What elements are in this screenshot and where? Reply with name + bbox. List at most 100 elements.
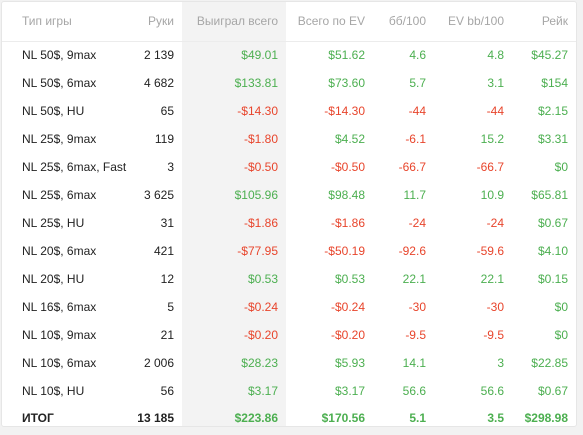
- cell-hands: 31: [160, 216, 174, 230]
- cell-ev-bb100: -44: [486, 104, 504, 118]
- cell-total-ev: -$0.20: [330, 328, 365, 342]
- cell-hands: 13 185: [137, 411, 174, 425]
- cell-rake: $0: [554, 160, 568, 174]
- table-header-row: Тип игры Руки Выиграл всего Всего по EV …: [2, 2, 576, 42]
- cell-rake: $45.27: [531, 48, 568, 63]
- cell-bb100: 4.6: [409, 48, 426, 63]
- table-row: NL 25$, 6max, Fast 3 -$0.50 -$0.50 -66.7 -66.…: [2, 153, 576, 181]
- cell-rake: $3.31: [537, 132, 568, 146]
- stats-table: Тип игры Руки Выиграл всего Всего по EV …: [2, 2, 576, 426]
- cell-bb100: -6.1: [405, 132, 426, 146]
- cell-total-ev: -$0.24: [330, 300, 365, 314]
- table-row: NL 50$, 9max 2 139 $49.01 $51.62 4.6 4.8 $45.2…: [2, 41, 576, 69]
- table-row: NL 20$, 6max 421 -$77.95 -$50.19 -92.6 -59.6 $…: [2, 237, 576, 265]
- table-row: NL 50$, HU 65 -$14.30 -$14.30 -44 -44 $2.15: [2, 97, 576, 125]
- cell-bb100: 11.7: [403, 188, 426, 202]
- cell-rake: $0: [554, 328, 568, 342]
- cell-game-type: NL 25$, 9max: [22, 132, 97, 146]
- cell-game-type: NL 25$, HU: [22, 216, 85, 230]
- cell-total-won: $28.23: [182, 349, 286, 377]
- cell-game-type: NL 16$, 6max: [22, 300, 97, 314]
- cell-total-ev: $51.62: [328, 48, 365, 63]
- cell-game-type: NL 50$, 9max: [22, 48, 97, 63]
- cell-game-type: NL 10$, HU: [22, 384, 85, 398]
- cell-total-won: -$0.20: [182, 321, 286, 349]
- cell-total-ev: $4.52: [334, 132, 365, 146]
- cell-bb100: 14.1: [402, 356, 426, 370]
- table-row: NL 16$, 6max 5 -$0.24 -$0.24 -30 -30 $0: [2, 293, 576, 321]
- column-header-game-type[interactable]: Тип игры: [2, 2, 118, 42]
- cell-hands: 12: [160, 272, 174, 286]
- column-header-hands[interactable]: Руки: [118, 2, 182, 42]
- cell-total-won: -$0.50: [182, 153, 286, 181]
- cell-bb100: 22.1: [402, 272, 426, 286]
- cell-ev-bb100: 4.8: [487, 48, 504, 63]
- cell-ev-bb100: 56.6: [480, 384, 504, 398]
- cell-ev-bb100: 15.2: [480, 132, 504, 146]
- cell-total-won: -$1.86: [182, 209, 286, 237]
- cell-game-type: NL 20$, HU: [22, 272, 85, 286]
- cell-ev-bb100: -30: [486, 300, 504, 314]
- cell-ev-bb100: -59.6: [476, 244, 504, 258]
- cell-total-ev: $5.93: [334, 356, 365, 370]
- cell-ev-bb100: 3.1: [487, 76, 504, 90]
- cell-total-ev: $98.48: [328, 188, 365, 202]
- cell-ev-bb100: 22.1: [480, 272, 504, 286]
- column-header-total-won[interactable]: Выиграл всего: [182, 2, 286, 42]
- table-row: NL 25$, 9max 119 -$1.80 $4.52 -6.1 15.2 $3.31: [2, 125, 576, 153]
- cell-ev-bb100: 3: [497, 356, 504, 370]
- cell-total-ev: $0.53: [334, 272, 365, 286]
- cell-total-ev: $73.60: [328, 76, 365, 90]
- cell-ev-bb100: -9.5: [483, 328, 504, 342]
- cell-rake: $4.10: [537, 244, 568, 258]
- cell-total-won: -$1.80: [182, 125, 286, 153]
- cell-ev-bb100: -66.7: [476, 160, 504, 174]
- column-header-bb100[interactable]: бб/100: [373, 2, 434, 42]
- cell-ev-bb100: 3.5: [487, 411, 504, 425]
- cell-bb100: -9.5: [405, 328, 426, 342]
- cell-game-type: NL 25$, 6max: [22, 188, 97, 202]
- cell-rake: $154: [541, 76, 568, 90]
- cell-bb100: 5.7: [409, 76, 426, 90]
- cell-hands: 65: [160, 104, 174, 118]
- table-row: NL 25$, 6max 3 625 $105.96 $98.48 11.7 10.9 $6…: [2, 181, 576, 209]
- cell-hands: 2 006: [143, 356, 174, 370]
- cell-total-won: $133.81: [182, 69, 286, 97]
- cell-total-ev: $3.17: [334, 384, 365, 398]
- cell-hands: 3: [167, 160, 174, 174]
- cell-hands: 56: [160, 384, 174, 398]
- table-row: NL 10$, 9max 21 -$0.20 -$0.20 -9.5 -9.5 $0: [2, 321, 576, 349]
- cell-hands: 21: [160, 328, 174, 342]
- cell-game-type: NL 25$, 6max, Fast: [22, 160, 127, 174]
- table-row: NL 25$, HU 31 -$1.86 -$1.86 -24 -24 $0.67: [2, 209, 576, 237]
- cell-bb100: -44: [408, 104, 426, 118]
- cell-hands: 4 682: [143, 76, 174, 90]
- cell-total-ev: $170.56: [321, 411, 365, 425]
- cell-game-type: NL 20$, 6max: [22, 244, 97, 258]
- cell-total-won: $105.96: [182, 181, 286, 209]
- stats-table-card: Тип игры Руки Выиграл всего Всего по EV …: [1, 1, 577, 427]
- cell-game-type: NL 10$, 9max: [22, 328, 97, 342]
- cell-total-won: -$77.95: [182, 237, 286, 265]
- column-header-total-ev[interactable]: Всего по EV: [286, 2, 373, 42]
- cell-rake: $0.67: [537, 384, 568, 398]
- cell-bb100: 5.1: [409, 411, 426, 425]
- cell-bb100: -30: [408, 300, 426, 314]
- cell-rake: $298.98: [524, 411, 568, 425]
- cell-bb100: -66.7: [398, 160, 426, 174]
- cell-total-ev: -$1.86: [330, 216, 365, 230]
- cell-hands: 421: [153, 244, 174, 258]
- cell-game-type: NL 50$, HU: [22, 104, 85, 118]
- column-header-ev-bb100[interactable]: EV bb/100: [434, 2, 512, 42]
- cell-bb100: -92.6: [398, 244, 426, 258]
- column-header-rake[interactable]: Рейк: [512, 2, 576, 42]
- cell-rake: $0.67: [537, 216, 568, 230]
- cell-hands: 2 139: [143, 48, 174, 63]
- cell-game-type: NL 10$, 6max: [22, 356, 97, 370]
- cell-total-ev: -$0.50: [330, 160, 365, 174]
- cell-rake: $65.81: [531, 188, 568, 202]
- cell-total-won: $49.01: [182, 41, 286, 69]
- cell-rake: $0.15: [537, 272, 568, 286]
- table-row: NL 10$, 6max 2 006 $28.23 $5.93 14.1 3 $22.85: [2, 349, 576, 377]
- cell-rake: $2.15: [537, 104, 568, 118]
